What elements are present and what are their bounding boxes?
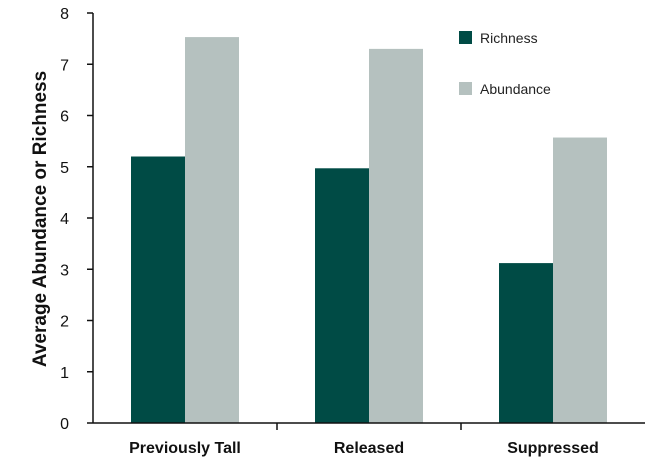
- x-category-label: Previously Tall: [129, 440, 241, 457]
- legend-swatch-richness: [459, 31, 472, 44]
- bar-richness-0: [131, 156, 185, 423]
- y-tick-label: 5: [60, 160, 69, 177]
- x-category-label: Released: [334, 440, 404, 457]
- y-axis-ticks: 0 1 2 3 4 5 6 7 8: [60, 6, 93, 433]
- bar-abundance-0: [185, 37, 239, 424]
- bar-abundance-2: [553, 137, 607, 423]
- y-tick-label: 7: [60, 57, 69, 74]
- y-tick-label: 3: [60, 262, 69, 279]
- bar-abundance-1: [369, 48, 423, 423]
- bar-richness-2: [499, 263, 553, 423]
- legend-swatch-abundance: [459, 82, 472, 95]
- y-tick-label: 2: [60, 314, 69, 331]
- legend-label-abundance: Abundance: [480, 81, 551, 97]
- legend-label-richness: Richness: [480, 30, 538, 46]
- y-tick-label: 0: [60, 416, 69, 433]
- y-tick-label: 6: [60, 109, 69, 126]
- bars: [131, 37, 607, 424]
- legend: Richness Abundance: [459, 30, 551, 97]
- x-axis-ticks: Previously Tall Released Suppressed: [129, 423, 599, 457]
- y-axis-title: Average Abundance or Richness: [30, 71, 51, 367]
- x-category-label: Suppressed: [507, 440, 599, 457]
- bar-richness-1: [315, 168, 369, 423]
- y-tick-label: 8: [60, 6, 69, 23]
- y-tick-label: 4: [60, 211, 69, 228]
- y-tick-label: 1: [60, 365, 69, 382]
